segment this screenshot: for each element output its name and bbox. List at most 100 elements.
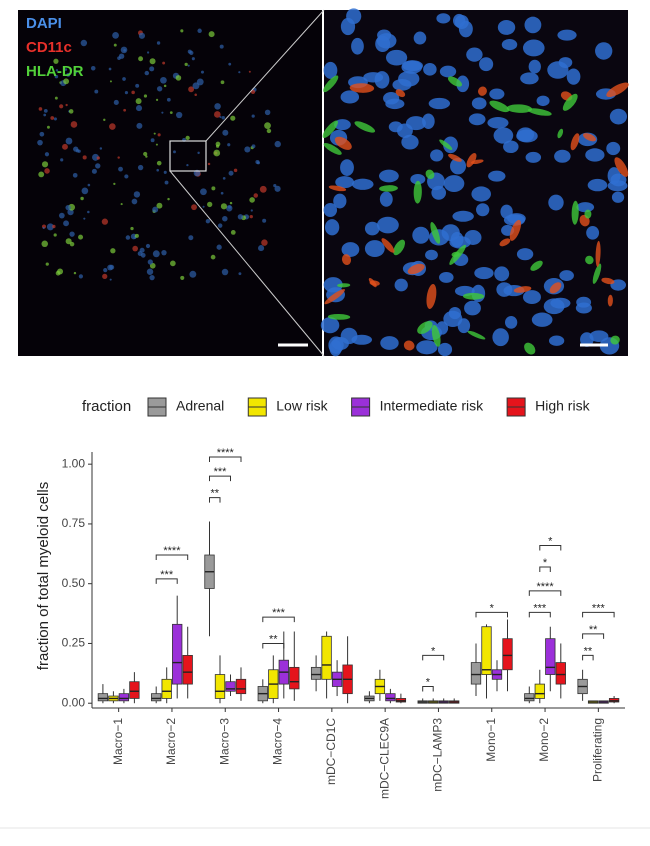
box (310, 666, 322, 680)
box (151, 693, 162, 702)
texture-nucleus (320, 317, 340, 334)
box (321, 635, 332, 680)
texture-dot (45, 262, 49, 266)
texture-cell (327, 313, 351, 320)
texture-nucleus (474, 266, 494, 280)
texture-dot (149, 58, 156, 65)
texture-cell (571, 200, 579, 225)
legend-label: Adrenal (176, 398, 224, 414)
legend-label: Intermediate risk (380, 398, 484, 414)
texture-nucleus (452, 210, 474, 222)
texture-dot (138, 56, 144, 62)
texture-dot (122, 77, 126, 81)
texture-cell (524, 342, 536, 355)
texture-nucleus (586, 225, 600, 240)
texture-dot (256, 161, 261, 165)
significance-bracket (155, 578, 178, 584)
texture-dot (53, 58, 59, 64)
texture-cell (323, 142, 342, 155)
texture-nucleus (376, 216, 399, 234)
texture-nucleus (524, 16, 542, 34)
significance-label: *** (160, 569, 174, 581)
x-tick-label: Mono−1 (484, 718, 498, 762)
texture-dot (226, 205, 233, 212)
texture-dot (262, 218, 267, 223)
texture-nucleus (425, 249, 438, 261)
texture-nucleus (566, 68, 581, 85)
texture-dot (145, 243, 151, 249)
texture-cell (601, 277, 615, 285)
texture-dot (266, 128, 272, 134)
texture-nucleus (436, 13, 451, 24)
texture-dot (200, 188, 207, 196)
texture-dot (219, 115, 222, 119)
texture-cell (595, 240, 601, 267)
texture-dot (87, 183, 91, 187)
texture-cell (562, 93, 578, 111)
box (214, 674, 226, 699)
texture-dot (65, 238, 72, 245)
box (502, 638, 513, 671)
texture-dot (176, 111, 183, 119)
texture-nucleus (430, 149, 444, 162)
texture-nucleus (323, 203, 338, 218)
significance-bracket (475, 611, 508, 618)
texture-dot (146, 268, 154, 275)
texture-nucleus (456, 75, 470, 93)
texture-dot (251, 114, 255, 118)
significance-bracket (582, 633, 605, 639)
texture-dot (109, 80, 112, 83)
texture-cell (379, 185, 398, 192)
x-tick-label: Macro−1 (111, 718, 125, 765)
texture-dot (164, 180, 169, 185)
x-tick-label: Mono−2 (537, 718, 551, 762)
significance-bracket (209, 497, 221, 503)
texture-cell (610, 335, 620, 345)
texture-dot (131, 198, 138, 205)
texture-dot (211, 186, 216, 191)
texture-dot (161, 111, 164, 114)
texture-dot (55, 69, 59, 72)
texture-dot (58, 212, 65, 219)
texture-dot (120, 203, 123, 206)
texture-nucleus (443, 136, 458, 154)
significance-bracket (422, 654, 445, 661)
texture-nucleus (479, 57, 494, 72)
texture-dot (214, 111, 221, 118)
texture-nucleus (493, 127, 514, 144)
texture-dot (43, 109, 48, 113)
texture-nucleus (323, 277, 343, 293)
texture-dot (95, 163, 101, 169)
texture-cell (583, 133, 596, 142)
texture-dot (113, 182, 116, 186)
texture-cell (462, 292, 485, 300)
texture-nucleus (450, 231, 464, 248)
texture-dot (184, 62, 188, 67)
texture-nucleus (351, 37, 364, 55)
texture-nucleus (375, 35, 391, 53)
texture-dot (65, 103, 68, 107)
texture-dot (99, 147, 103, 150)
texture-dot (110, 248, 116, 254)
texture-cell (393, 239, 406, 256)
texture-dot (187, 64, 190, 67)
texture-dot (69, 231, 75, 237)
texture-dot (202, 205, 205, 208)
texture-dot (103, 118, 106, 122)
texture-dot (132, 245, 138, 252)
texture-dot (108, 67, 112, 71)
texture-dot (66, 72, 71, 77)
texture-cell (489, 100, 510, 113)
texture-dot (170, 260, 176, 267)
texture-dot (250, 89, 256, 95)
significance-bracket (539, 544, 562, 551)
texture-dot (221, 116, 225, 120)
texture-dot (191, 204, 197, 211)
texture-dot (143, 151, 148, 157)
texture-dot (54, 96, 58, 100)
texture-dot (149, 66, 155, 72)
texture-cell (322, 120, 339, 138)
texture-dot (237, 214, 244, 220)
texture-cell (499, 238, 511, 247)
texture-cell (513, 286, 532, 293)
